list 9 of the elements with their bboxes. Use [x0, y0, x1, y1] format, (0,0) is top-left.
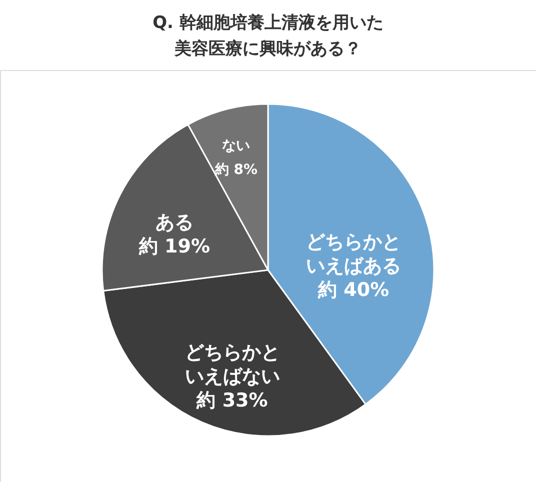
slice-label: どちらかといえばない: [184, 342, 280, 388]
chart-title: Q. 幹細胞培養上清液を用いた美容医療に興味がある？: [152, 13, 384, 59]
slice-label: ある: [155, 211, 194, 234]
data-label: 約 40%: [317, 279, 390, 302]
slice-label: どちらかといえばある: [306, 231, 402, 278]
data-label: 約 33%: [196, 390, 268, 412]
data-label: 約 8%: [214, 162, 258, 178]
data-label: 約 19%: [138, 235, 210, 258]
slice-label: ない: [222, 138, 250, 154]
